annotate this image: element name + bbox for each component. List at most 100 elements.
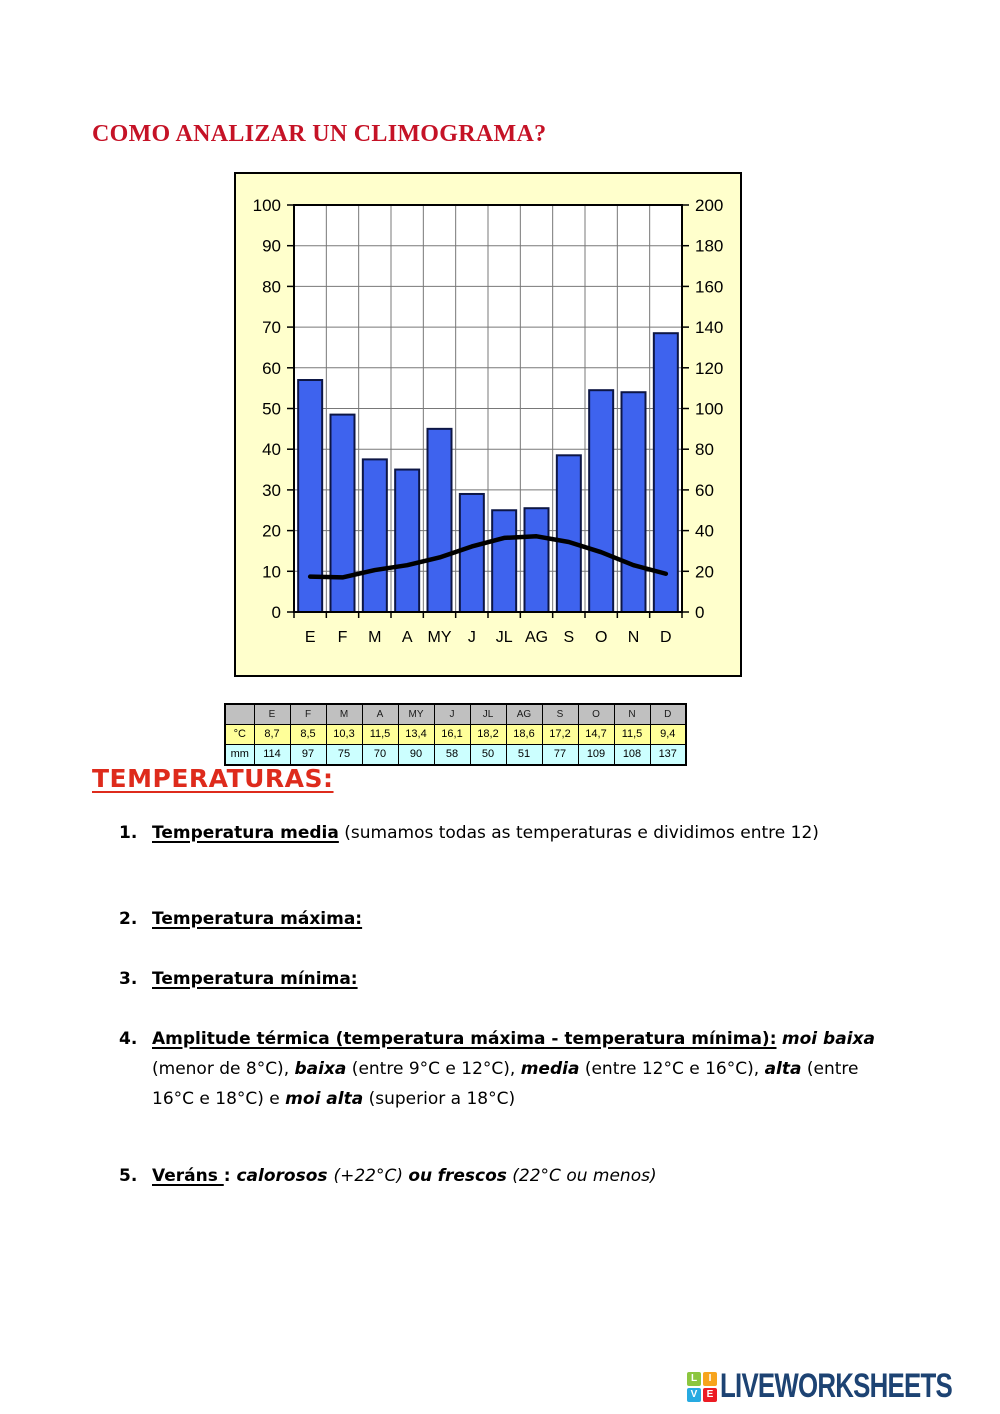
table-header-cell: MY [397,703,435,725]
table-cell: 17,2 [541,724,579,745]
table-header-row: E F M A MY J JL AG S O N D [224,703,687,725]
table-cell: 14,7 [577,724,615,745]
table-row-label: mm [224,744,255,766]
table-header-cell: AG [505,703,543,725]
text-segment: Temperatura media [152,823,339,843]
table-cell: 11,5 [361,724,399,745]
list-item-number: 3. [119,969,138,989]
left-axis-label: 60 [262,359,281,378]
list-item: 1. Temperatura media (sumamos todas as te… [119,818,901,848]
month-label: AG [525,629,548,646]
right-axis-label: 200 [695,196,723,215]
table-header-cell: N [613,703,651,725]
table-cell: 13,4 [397,724,435,745]
right-axis-label: 180 [695,237,723,256]
text-segment: ou [408,1166,433,1186]
table-cell: 108 [613,744,651,766]
text-segment: alta [764,1059,802,1079]
table-cell: 8,5 [289,724,327,745]
precipitation-bar [426,427,453,613]
month-label: E [305,629,316,646]
table-cell: 8,7 [253,724,291,745]
table-row: mm 114 97 75 70 90 58 50 51 77 109 108 137 [224,744,687,766]
text-segment: (22°C ou menos) [506,1166,657,1186]
precipitation-bar [394,468,421,613]
logo-tile-i: I [703,1371,717,1386]
precipitation-bar [458,492,485,613]
table-cell: 109 [577,744,615,766]
month-label: JL [496,629,513,646]
table-corner-cell [224,703,255,725]
text-segment: (+22°C) [333,1166,409,1186]
logo-tile-l: L [687,1371,701,1386]
text-segment: (entre 12°C e 16°C), [579,1059,765,1079]
list-item-number: 5. [119,1166,138,1186]
precipitation-bar [491,509,518,613]
text-segment: media [520,1059,580,1079]
right-axis-label: 40 [695,522,714,541]
list-item-text: Amplitude térmica (temperatura máxima - … [152,1024,901,1114]
table-cell: 51 [505,744,543,766]
page-title: COMO ANALIZAR UN CLIMOGRAMA? [92,121,547,147]
table-cell: 11,5 [613,724,651,745]
precipitation-bar [588,389,615,613]
table-cell: 114 [253,744,291,766]
table-header-cell: E [253,703,291,725]
text-segment: moi baixa [781,1029,875,1049]
logo-tile-e: E [703,1387,717,1402]
month-label: MY [428,629,452,646]
text-segment: (entre 9°C e 12°C), [346,1059,521,1079]
climogram-svg: 0 0 10 20 20 40 30 60 40 80 50 100 60 120 70 140 80 160 90… [253,196,724,646]
left-axis-label: 0 [272,603,281,622]
table-cell: 137 [649,744,687,766]
precipitation-bar [329,413,356,613]
text-segment: Amplitude térmica (temperatura máxima - … [152,1029,777,1049]
table-cell: 70 [361,744,399,766]
list-item-text: Veráns : calorosos (+22°C) ou frescos (2… [152,1161,901,1191]
month-label: D [660,629,672,646]
text-segment: : [223,1166,237,1186]
text-segment: Temperatura máxima: [152,909,363,929]
text-segment: calorosos [236,1166,334,1186]
table-cell: 77 [541,744,579,766]
list-item-number: 2. [119,909,138,929]
left-axis-label: 40 [262,440,281,459]
month-label: O [595,629,607,646]
list-item: 4. Amplitude térmica (temperatura máxima … [119,1024,901,1114]
right-axis-label: 120 [695,359,723,378]
table-header-cell: A [361,703,399,725]
text-segment: (menor de 8°C), [152,1059,295,1079]
text-segment: (superior a 18°C) [363,1089,516,1109]
table-header-cell: O [577,703,615,725]
table-header-cell: D [649,703,687,725]
table-row-label: °C [224,724,255,745]
text-segment: Temperatura mínima: [152,969,358,989]
list-item-number: 1. [119,823,138,843]
climogram-chart: 0 0 10 20 20 40 30 60 40 80 50 100 60 120 70 140 80 160 90… [234,172,742,677]
left-axis-label: 100 [253,196,281,215]
logo-tile-v: V [687,1387,701,1402]
table-header-cell: F [289,703,327,725]
text-segment: Veráns [152,1166,224,1186]
left-axis-label: 10 [262,562,281,581]
left-axis-label: 30 [262,481,281,500]
text-segment: (entre 16°C e 18°C) e [152,1059,859,1109]
left-axis-label: 90 [262,237,281,256]
table-row: °C 8,7 8,5 10,3 11,5 13,4 16,1 18,2 18,6 17,2 14,7… [224,724,687,745]
list-item: 2. Temperatura máxima: [119,904,901,934]
month-label: F [338,629,348,646]
left-axis-label: 50 [262,400,281,419]
logo-wordmark: LIVEWORKSHEETS [720,1367,953,1405]
left-axis-label: 80 [262,277,281,296]
table-header-cell: M [325,703,363,725]
right-axis-label: 80 [695,440,714,459]
precipitation-bar [620,391,647,613]
table-cell: 58 [433,744,471,766]
right-axis-label: 100 [695,400,723,419]
right-axis-label: 140 [695,318,723,337]
list-item-text: Temperatura media (sumamos todas as temp… [152,818,901,848]
text-segment: baixa [294,1059,347,1079]
precipitation-bar [523,507,550,613]
